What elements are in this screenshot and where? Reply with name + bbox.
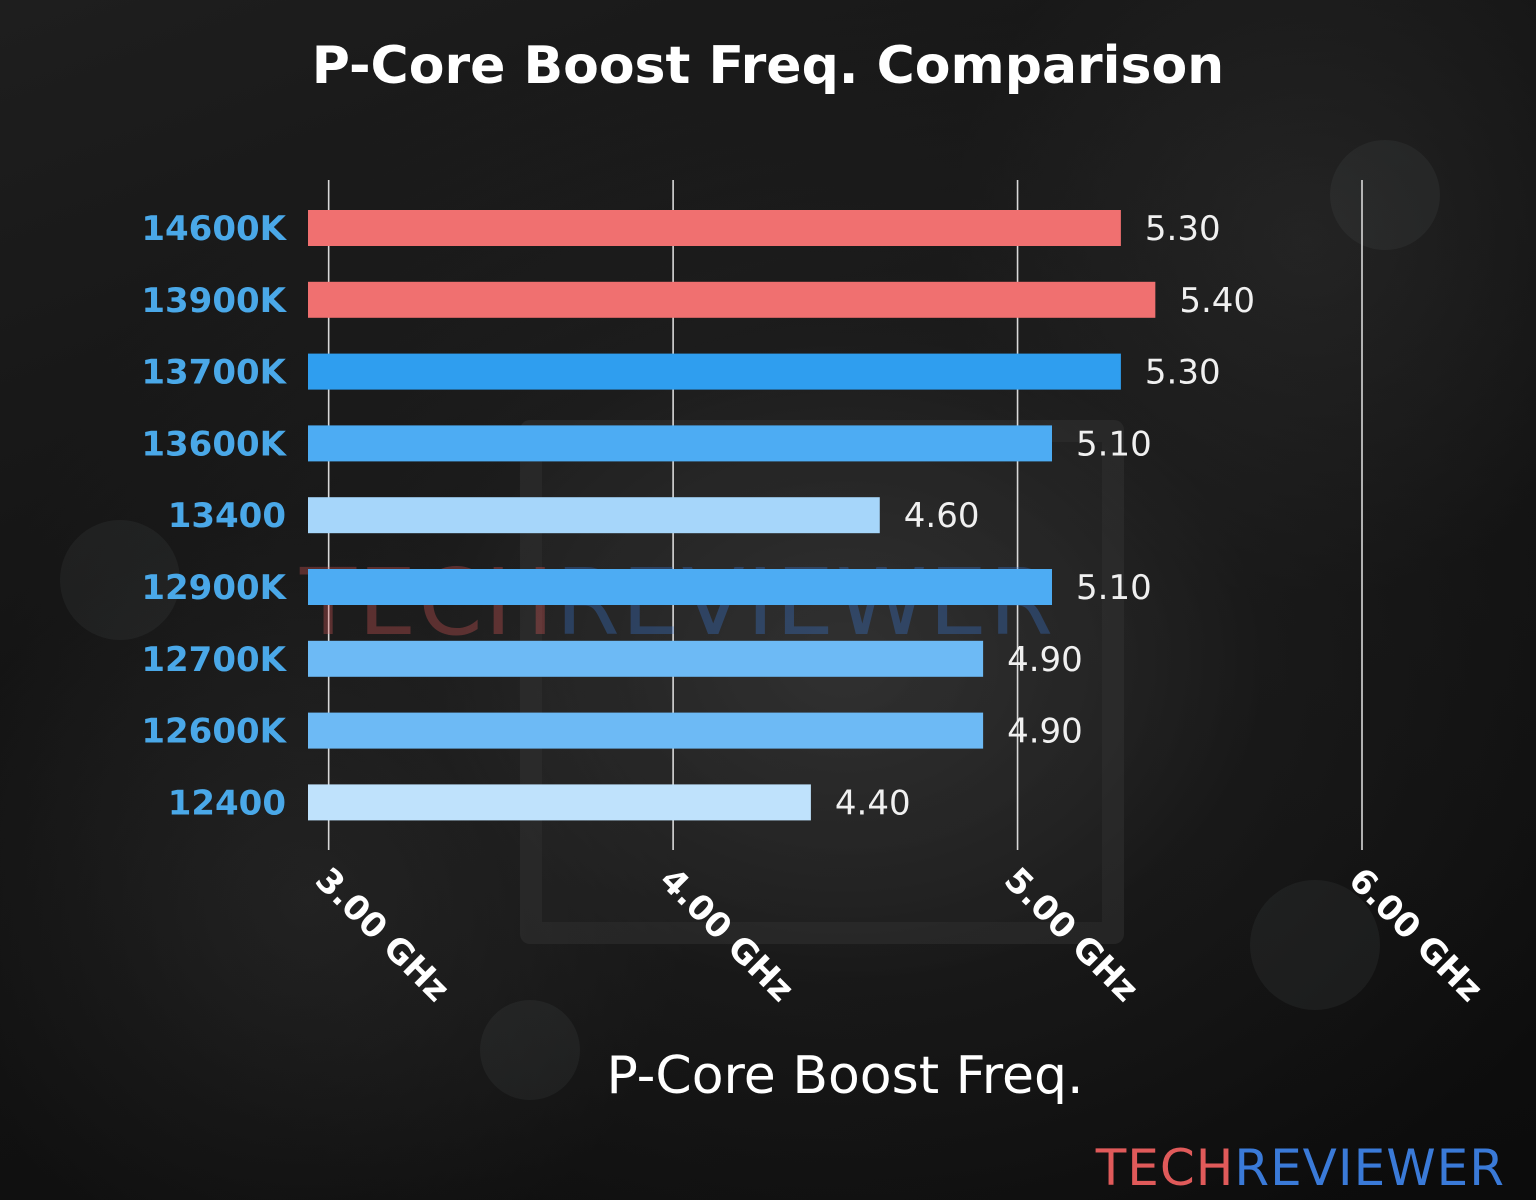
bar	[308, 712, 984, 749]
value-labels: 5.30 5.40 5.30 5.10 4.60 5.10 4.90 4.90 4.40	[835, 209, 1255, 823]
value-label: 5.10	[1076, 568, 1152, 608]
bar	[308, 425, 1052, 462]
chart-title: P-Core Boost Freq. Comparison	[312, 36, 1224, 96]
bar	[308, 210, 1121, 246]
value-label: 5.10	[1076, 424, 1152, 464]
background-blob	[1250, 880, 1380, 1010]
corner-watermark: TECHREVIEWER	[1095, 1139, 1505, 1197]
category-label: 13600K	[141, 424, 287, 464]
value-label: 4.90	[1007, 712, 1083, 752]
bar	[308, 569, 1052, 605]
category-labels: 14600K 13900K 13700K 13600K 13400 12900K 12700…	[141, 209, 287, 823]
value-label: 4.60	[904, 496, 980, 536]
background-blob	[1330, 140, 1440, 250]
category-label: 14600K	[141, 209, 287, 249]
background-blob	[480, 1000, 580, 1100]
bars	[308, 210, 1156, 821]
value-label: 4.40	[835, 783, 911, 823]
bar	[308, 640, 984, 677]
category-label: 12700K	[141, 640, 287, 680]
corner-watermark-reviewer: REVIEWER	[1234, 1139, 1505, 1197]
value-label: 5.30	[1145, 353, 1221, 393]
x-tick-labels: 3.00 GHz 4.00 GHz 5.00 GHz 6.00 GHz	[307, 860, 1490, 1010]
category-label: 12400	[168, 783, 286, 823]
value-label: 4.90	[1007, 640, 1083, 680]
x-tick-label: 3.00 GHz	[307, 860, 457, 1010]
x-axis-title: P-Core Boost Freq.	[606, 1046, 1083, 1106]
category-label: 13400	[168, 496, 286, 536]
x-tick-label: 6.00 GHz	[1341, 860, 1491, 1010]
bar	[308, 784, 811, 821]
bar	[308, 353, 1121, 390]
category-label: 13700K	[141, 353, 287, 393]
category-label: 12900K	[141, 568, 287, 608]
x-tick-label: 4.00 GHz	[652, 860, 802, 1010]
bar	[308, 281, 1156, 318]
category-label: 12600K	[141, 712, 287, 752]
corner-watermark-tech: TECH	[1095, 1139, 1235, 1197]
value-label: 5.40	[1179, 281, 1255, 321]
value-label: 5.30	[1145, 209, 1221, 249]
category-label: 13900K	[141, 281, 287, 321]
background-blob	[60, 520, 180, 640]
x-tick-label: 5.00 GHz	[996, 860, 1146, 1010]
bar	[308, 497, 880, 534]
